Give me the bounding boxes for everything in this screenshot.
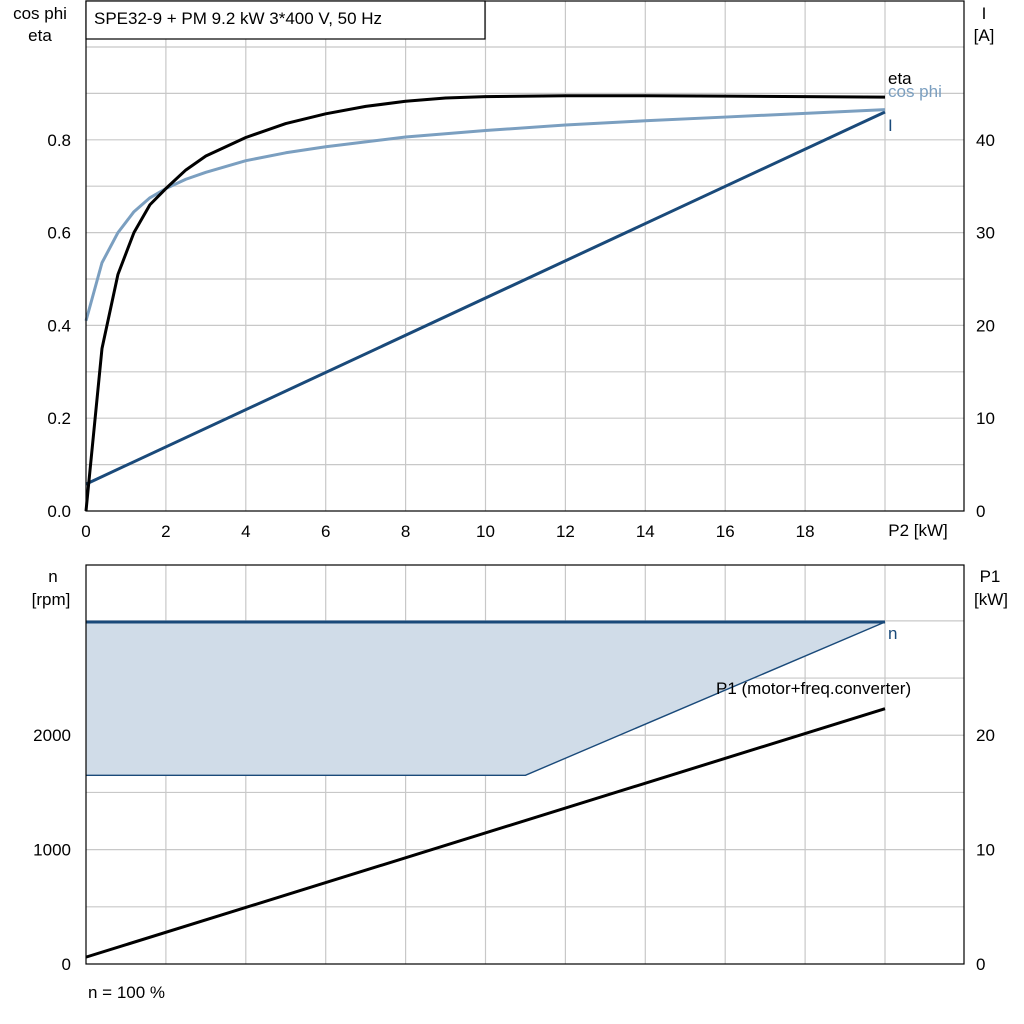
- axis-ticks: 0 2 4 6 8 10 12 14 16 18 0.0 0.2 0.4 0.6 0.8 0 10 20 30 40 0…: [33, 131, 995, 974]
- top-right-tick-label: 20: [976, 316, 995, 335]
- label-p1: P1 (motor+freq.converter): [716, 679, 911, 698]
- x-tick-label: 14: [636, 522, 655, 541]
- label-eta: eta: [888, 69, 912, 88]
- bottom-right-tick-label: 20: [976, 726, 995, 745]
- x-tick-label: 4: [241, 522, 250, 541]
- x-tick-label: 6: [321, 522, 330, 541]
- top-left-axis-title-2: eta: [28, 26, 52, 45]
- x-tick-label: 0: [81, 522, 90, 541]
- series-i-line: [85, 110, 886, 486]
- title-frame: [85, 0, 486, 40]
- top-left-tick-label: 0.4: [47, 316, 71, 335]
- top-grid: [86, 1, 964, 511]
- series-cos-phi-line: [84, 108, 886, 322]
- top-left-tick-label: 0.0: [47, 502, 71, 521]
- bottom-left-tick-label: 2000: [33, 726, 71, 745]
- p1-line: [85, 707, 886, 959]
- top-left-tick-label: 0.6: [47, 224, 71, 243]
- top-right-tick-label: 30: [976, 224, 995, 243]
- speed-range-area: [86, 622, 885, 776]
- top-right-axis-title-2: [A]: [974, 26, 995, 45]
- speed-note: n = 100 %: [88, 983, 165, 1002]
- bottom-right-tick-label: 0: [976, 955, 985, 974]
- top-right-axis-title-1: I: [982, 4, 987, 23]
- bottom-plot-frame: [85, 564, 965, 965]
- bottom-right-axis-title-2: [kW]: [974, 590, 1008, 609]
- bottom-left-tick-label: 1000: [33, 841, 71, 860]
- x-tick-label: 2: [161, 522, 170, 541]
- top-left-axis-title-1: cos phi: [13, 4, 67, 23]
- x-tick-label: 12: [556, 522, 575, 541]
- top-x-axis-title: P2 [kW]: [888, 521, 948, 540]
- min-speed-line: [86, 621, 886, 776]
- chart-title: SPE32-9 + PM 9.2 kW 3*400 V, 50 Hz: [94, 9, 382, 28]
- x-tick-label: 18: [796, 522, 815, 541]
- top-series: [84, 94, 886, 512]
- x-tick-label: 8: [401, 522, 410, 541]
- title-box: SPE32-9 + PM 9.2 kW 3*400 V, 50 Hz: [85, 0, 486, 40]
- bottom-right-axis-title-1: P1: [980, 567, 1001, 586]
- bottom-left-tick-label: 0: [62, 955, 71, 974]
- label-current: I: [888, 116, 893, 135]
- bottom-right-tick-label: 10: [976, 841, 995, 860]
- x-tick-label: 16: [716, 522, 735, 541]
- top-plot-frame: [85, 0, 965, 512]
- bottom-left-axis-title-2: [rpm]: [32, 590, 71, 609]
- label-speed: n: [888, 624, 897, 643]
- top-right-tick-label: 0: [976, 502, 985, 521]
- top-left-tick-label: 0.8: [47, 131, 71, 150]
- label-cos-phi: cos phi: [888, 82, 942, 101]
- bottom-left-axis-title-1: n: [48, 567, 57, 586]
- top-right-tick-label: 40: [976, 131, 995, 150]
- series-eta-line: [84, 94, 886, 512]
- top-right-tick-label: 10: [976, 409, 995, 428]
- top-left-tick-label: 0.2: [47, 409, 71, 428]
- x-tick-label: 10: [476, 522, 495, 541]
- bottom-series: [85, 620, 886, 959]
- plot-frames: [85, 0, 965, 965]
